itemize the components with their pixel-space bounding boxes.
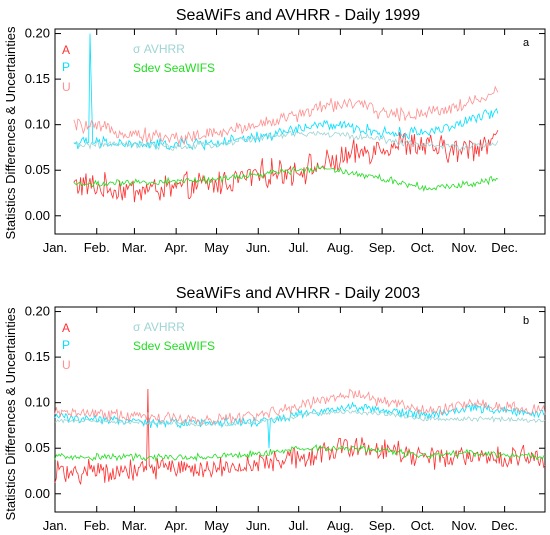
panel-a-series-p [73,33,499,151]
panel-b-ytick-label: 0.00 [25,486,50,501]
panel-a-xtick-label: Jun. [246,240,271,255]
panel-b-series-p [54,401,546,449]
panel-a-xtick-label: Sep. [369,240,396,255]
panel-b-letter: b [523,315,529,327]
panel-b-ytick-label: 0.05 [25,440,50,455]
panel-b-series-a [54,388,546,485]
panel-a-plot-frame [54,28,546,235]
panel-b-ytick-label: 0.20 [25,304,50,319]
panel-a-xtick-label: Feb. [84,240,110,255]
panel-a-xtick-label: Aug. [327,240,354,255]
panel-a-xtick-label: Dec. [491,240,518,255]
panel-a-series-sdev-seawifs [73,164,499,193]
panel-b-xtick-label: Feb. [84,518,110,533]
panel-a-ytick-label: 0.15 [25,71,50,86]
panel-b-legend-u: U [62,358,71,372]
panel-b-legend-a: A [62,321,70,335]
panel-b-series-u [54,388,546,427]
panel-b-ylabel: Statistics Differences & Uncertainties [3,307,18,520]
panel-b-legend: A P U σ AVHRR Sdev SeaWIFS [62,320,215,372]
panel-a-xtick-label: Oct. [411,240,435,255]
panel-a-ytick-label: 0.10 [25,117,50,132]
panel-a-x-ticks: Jan. Feb. Mar. Apr. May Jun. Jul. Aug. Sep. Oct. N… [43,29,518,255]
panel-a-xtick-label: Mar. [122,240,147,255]
panel-a-ytick-label: 0.05 [25,162,50,177]
panel-b-xtick-label: Dec. [491,518,518,533]
panel-a-y-ticks: 0.00 0.05 0.10 0.15 0.20 [25,26,545,223]
panel-b-legend-sigma-avhrr: σ AVHRR [133,320,185,334]
panel-b-xtick-label: Apr. [165,518,188,533]
panel-b-title: SeaWiFs and AVHRR - Daily 2003 [176,285,420,302]
panel-b-x-ticks: Jan. Feb. Mar. Apr. May Jun. Jul. Aug. Sep. Oct. N… [43,307,518,533]
panel-b-legend-p: P [62,338,70,352]
panel-b-xtick-label: May [204,518,229,533]
panel-a-ytick-label: 0.00 [25,208,50,223]
panel-a-legend-sdev-seawifs: Sdev SeaWIFS [133,61,215,75]
panel-a-xtick-label: Jul. [289,240,309,255]
panel-a-legend-p: P [62,60,70,74]
panel-b-xtick-label: Oct. [411,518,435,533]
panel-a-ytick-label: 0.20 [25,26,50,41]
panel-a-series-group [73,33,499,203]
panel-b-xtick-label: Aug. [327,518,354,533]
panel-a: SeaWiFs and AVHRR - Daily 1999 Statistic… [3,7,546,255]
panel-b-xtick-label: Jul. [289,518,309,533]
panel-b-series-group [54,388,546,485]
panel-b-series-sdev-seawifs [54,444,546,463]
panel-a-legend-u: U [62,80,71,94]
panel-b-plot-frame [54,306,546,513]
panel-a-legend-sigma-avhrr: σ AVHRR [133,42,185,56]
panel-a-legend-a: A [62,43,70,57]
panel-a-xtick-label: Jan. [43,240,68,255]
panel-a-letter: a [523,37,530,49]
panel-a-title: SeaWiFs and AVHRR - Daily 1999 [176,7,420,24]
panel-a-xtick-label: Nov. [451,240,477,255]
panel-b-ytick-label: 0.10 [25,395,50,410]
panel-a-series-u [73,85,499,146]
panel-b-xtick-label: Jan. [43,518,68,533]
panel-b-xtick-label: Jun. [246,518,271,533]
panel-a-ylabel: Statistics Differences & Uncertainties [3,26,18,239]
panel-b-xtick-label: Sep. [369,518,396,533]
panel-a-series-avhrr [73,130,499,152]
panel-b-ytick-label: 0.15 [25,349,50,364]
panel-a-series-a [73,129,499,203]
panel-b-series-avhrr [54,409,546,427]
panel-b: SeaWiFs and AVHRR - Daily 2003 Statistic… [3,285,546,533]
panel-a-xtick-label: May [204,240,229,255]
panel-a-legend: A P U σ AVHRR Sdev SeaWIFS [62,42,215,94]
panel-b-y-ticks: 0.00 0.05 0.10 0.15 0.20 [25,304,545,501]
panel-b-xtick-label: Nov. [451,518,477,533]
panel-a-xtick-label: Apr. [165,240,188,255]
panel-b-xtick-label: Mar. [122,518,147,533]
panel-b-legend-sdev-seawifs: Sdev SeaWIFS [133,339,215,353]
